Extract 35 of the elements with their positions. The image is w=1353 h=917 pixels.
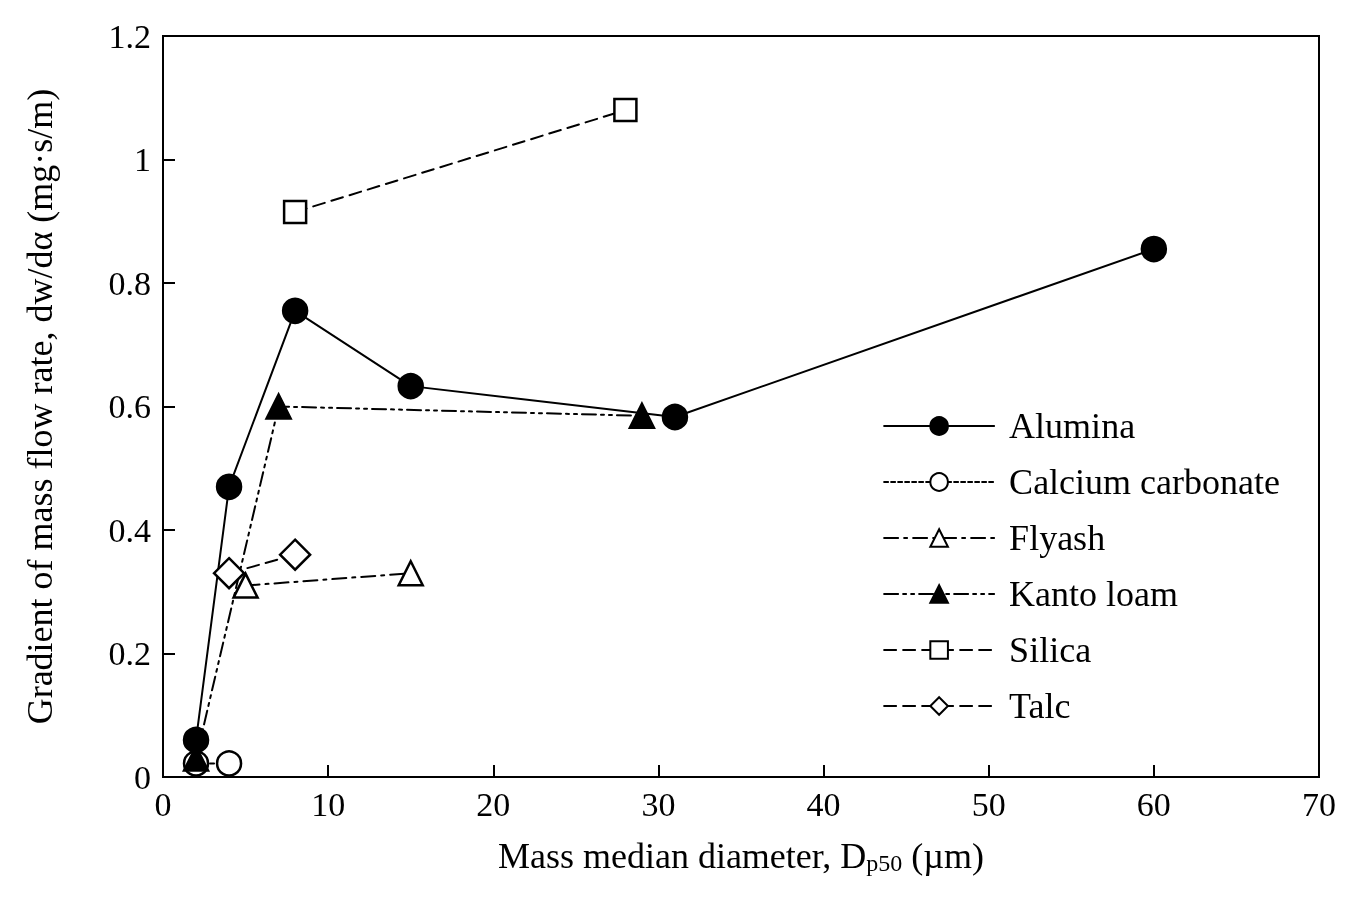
x-tick-label: 20 — [476, 785, 511, 823]
point — [628, 402, 656, 430]
point — [212, 556, 246, 590]
point — [397, 372, 424, 400]
x-tick-label: 50 — [971, 785, 1006, 823]
y-tick-label: 0.4 — [108, 511, 151, 549]
legend-label: Silica — [1009, 630, 1092, 670]
x-tick-label: 70 — [1302, 785, 1336, 823]
legend-label: Talc — [1009, 686, 1071, 726]
legend-label: Flyash — [1009, 518, 1106, 558]
x-tick-label: 60 — [1136, 785, 1171, 823]
point — [661, 403, 689, 431]
point — [1140, 235, 1168, 263]
y-tick-label: 0.6 — [108, 388, 151, 425]
legend-label: Calcium carbonate — [1009, 462, 1281, 502]
point — [613, 97, 638, 123]
point — [182, 726, 210, 754]
x-tick-label: 30 — [641, 785, 676, 823]
y-tick-label: 1 — [134, 141, 151, 178]
point — [281, 297, 309, 325]
legend-label: Alumina — [1009, 406, 1136, 446]
y-tick-label: 0.8 — [108, 264, 151, 302]
x-axis-title: Mass median diameter, Dp50 (µm) — [497, 836, 985, 876]
x-tick-label: 40 — [806, 785, 841, 823]
y-tick-label: 0.2 — [108, 635, 151, 672]
point — [215, 750, 243, 777]
y-axis-title: Gradient of mass flow rate, dw/dα (mg·s/m) — [20, 88, 60, 725]
point — [215, 473, 243, 501]
point — [278, 538, 312, 571]
y-tick-label: 1.2 — [108, 17, 151, 55]
x-tick-label: 10 — [311, 785, 346, 823]
legend-label: Kanto loam — [1009, 574, 1179, 614]
point — [282, 199, 308, 225]
y-tick-label: 0 — [134, 758, 151, 796]
point — [265, 393, 292, 420]
